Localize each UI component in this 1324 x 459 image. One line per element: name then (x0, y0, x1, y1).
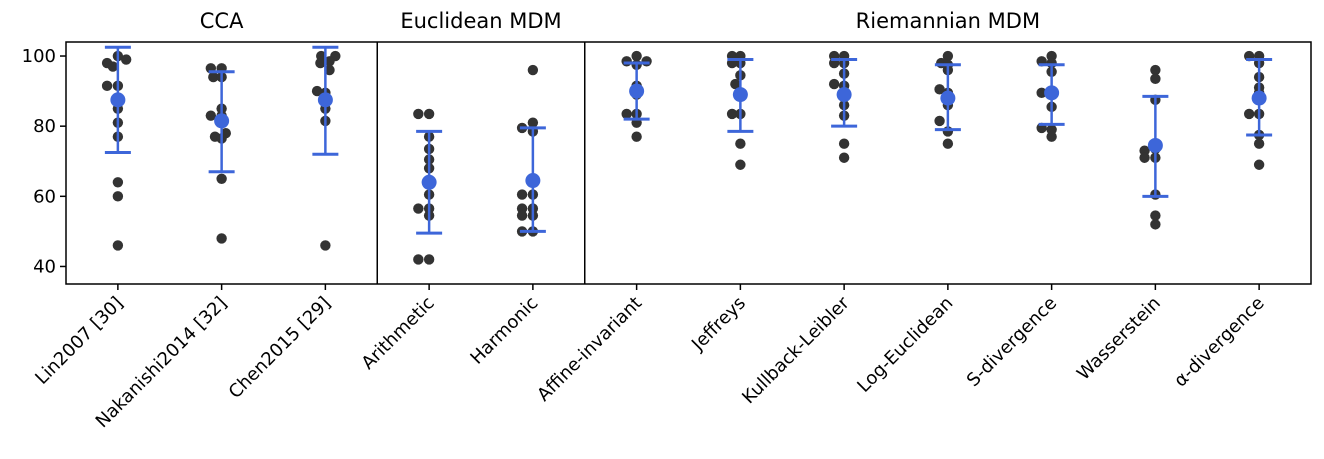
data-point (735, 159, 746, 170)
data-point (413, 203, 424, 214)
data-point (1139, 152, 1150, 163)
mean-marker (836, 87, 852, 103)
data-point (1150, 73, 1161, 85)
group-title: Euclidean MDM (400, 9, 561, 33)
data-point (205, 110, 217, 121)
x-tick-label: Harmonic (466, 293, 542, 369)
data-point (324, 64, 335, 76)
data-point (1036, 87, 1047, 99)
data-point (838, 138, 850, 149)
y-tick-label: 100 (22, 46, 56, 67)
x-tick-label: Jeffreys (687, 293, 750, 356)
y-tick-label: 80 (33, 116, 56, 137)
data-point (120, 54, 132, 65)
data-point (621, 108, 632, 120)
data-point (324, 56, 335, 67)
data-point (726, 108, 738, 120)
data-point (934, 84, 945, 95)
data-point (311, 85, 323, 97)
mean-marker (940, 90, 956, 106)
mean-marker (732, 87, 748, 103)
data-point (1243, 108, 1255, 120)
data-point (413, 108, 424, 120)
data-point (1150, 219, 1161, 230)
data-point (101, 80, 113, 92)
x-tick-label: Wasserstein (1073, 293, 1165, 385)
data-point (423, 108, 435, 120)
data-point (1253, 159, 1265, 170)
data-point (641, 56, 652, 67)
data-point (216, 173, 227, 184)
data-point (621, 56, 632, 67)
data-point (1150, 64, 1161, 76)
x-tick-label: Log-Euclidean (853, 293, 957, 397)
x-tick-label: Lin2007 [30] (31, 293, 127, 389)
mean-marker (317, 92, 333, 108)
mean-marker (629, 83, 645, 99)
mean-marker (421, 174, 437, 190)
mean-marker (1251, 90, 1267, 106)
data-point (413, 254, 424, 265)
mean-marker (214, 113, 230, 129)
data-point (631, 50, 642, 62)
data-point (1253, 138, 1265, 149)
data-point (730, 78, 741, 90)
y-tick-label: 60 (33, 186, 56, 207)
data-point (423, 254, 435, 265)
x-tick-label: α-divergence (1170, 293, 1269, 392)
group-title: Riemannian MDM (856, 9, 1040, 33)
data-point (1046, 131, 1057, 142)
data-point (1150, 210, 1161, 221)
x-tick-label: Arithmetic (358, 293, 439, 374)
data-point (735, 138, 746, 149)
x-tick-label: Affine-invariant (533, 293, 646, 406)
data-point (838, 152, 850, 163)
mean-marker (1044, 85, 1060, 101)
data-point (315, 57, 326, 69)
data-point (942, 50, 954, 62)
data-point (527, 64, 539, 76)
data-point (208, 71, 219, 83)
data-point (112, 191, 124, 202)
data-point (631, 131, 642, 142)
mean-marker (525, 173, 541, 189)
x-tick-label: Chen2015 [29] (225, 293, 335, 403)
data-point (934, 115, 945, 127)
data-point (516, 210, 528, 221)
data-point (320, 240, 331, 251)
data-point (112, 177, 124, 188)
plot-frame (65, 41, 1312, 285)
group-title: CCA (200, 9, 244, 33)
x-tick-label: S-divergence (963, 293, 1061, 391)
data-point (516, 189, 528, 200)
mean-marker (110, 92, 126, 108)
data-point (527, 117, 539, 128)
data-point (216, 233, 227, 244)
mean-marker (1147, 137, 1163, 153)
data-point (107, 61, 119, 72)
data-point (942, 138, 954, 149)
data-point (112, 240, 124, 251)
x-tick-label: Kullback-Leibler (738, 292, 854, 408)
y-tick-label: 40 (33, 256, 56, 277)
data-point (828, 78, 840, 90)
